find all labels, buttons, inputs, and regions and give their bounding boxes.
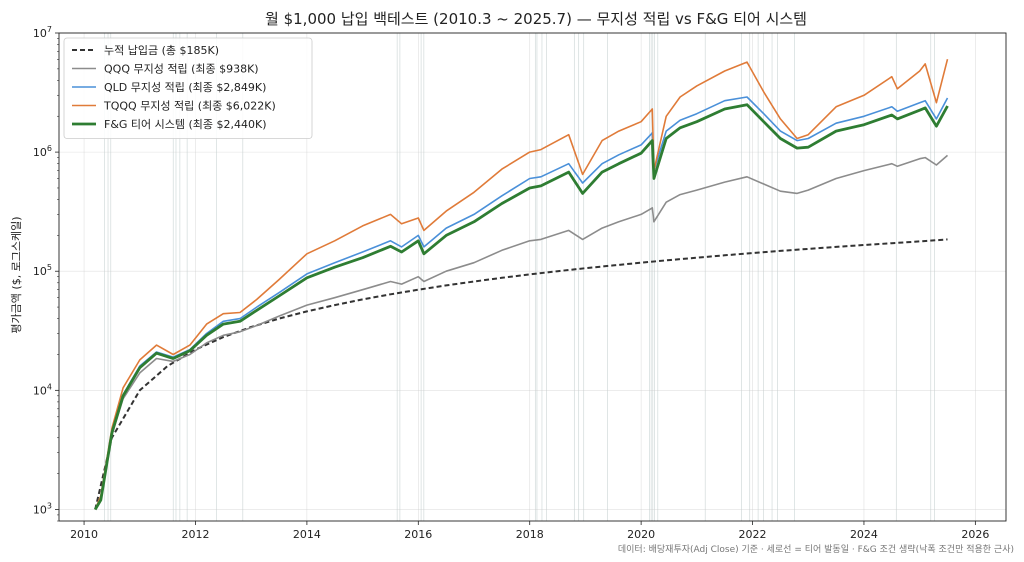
x-tick-label: 2016: [404, 528, 432, 541]
data-source-note: 데이터: 배당재투자(Adj Close) 기준 · 세로선 = 티어 발동일 …: [618, 543, 1014, 555]
legend-label: QLD 무지성 적립 (최종 $2,849K): [104, 81, 266, 94]
legend-label: 누적 납입금 (총 $185K): [104, 44, 219, 57]
x-tick-label: 2012: [181, 528, 209, 541]
y-axis-label: 평가금액 ($, 로그스케일): [9, 216, 23, 333]
x-tick-label: 2022: [739, 528, 767, 541]
x-tick-label: 2020: [627, 528, 655, 541]
legend-box: [63, 37, 313, 139]
legend: 누적 납입금 (총 $185K) QQQ 무지성 적립 (최종 $938K) QLD…: [63, 37, 313, 139]
y-tick-label: 103: [33, 501, 52, 516]
x-tick-label: 2014: [293, 528, 321, 541]
plot-area: 2010 2012 2014 2016 2018 2020 2022 2024 2026 103 1…: [33, 25, 1007, 541]
y-tick-label: 105: [33, 263, 52, 278]
series-line-3: [94, 59, 949, 510]
chart-title: 월 $1,000 납입 백테스트 (2010.3 ~ 2025.7) — 무지성…: [265, 10, 807, 28]
series-line-4: [93, 103, 949, 511]
legend-label: F&G 티어 시스템 (최종 $2,440K): [104, 118, 267, 131]
y-tick-label: 106: [33, 144, 52, 159]
series-line-2: [94, 96, 949, 510]
legend-label: QQQ 무지성 적립 (최종 $938K): [104, 63, 259, 76]
plot-frame: [58, 32, 1007, 522]
y-tick-label: 107: [33, 25, 52, 40]
series-line-1: [94, 154, 949, 510]
series-line-0: [94, 238, 948, 510]
x-tick-label: 2024: [850, 528, 878, 541]
x-tick-label: 2026: [961, 528, 989, 541]
legend-label: TQQQ 무지성 적립 (최종 $6,022K): [103, 100, 276, 113]
x-tick-label: 2018: [516, 528, 544, 541]
y-tick-label: 104: [33, 382, 52, 397]
x-tick-label: 2010: [70, 528, 98, 541]
